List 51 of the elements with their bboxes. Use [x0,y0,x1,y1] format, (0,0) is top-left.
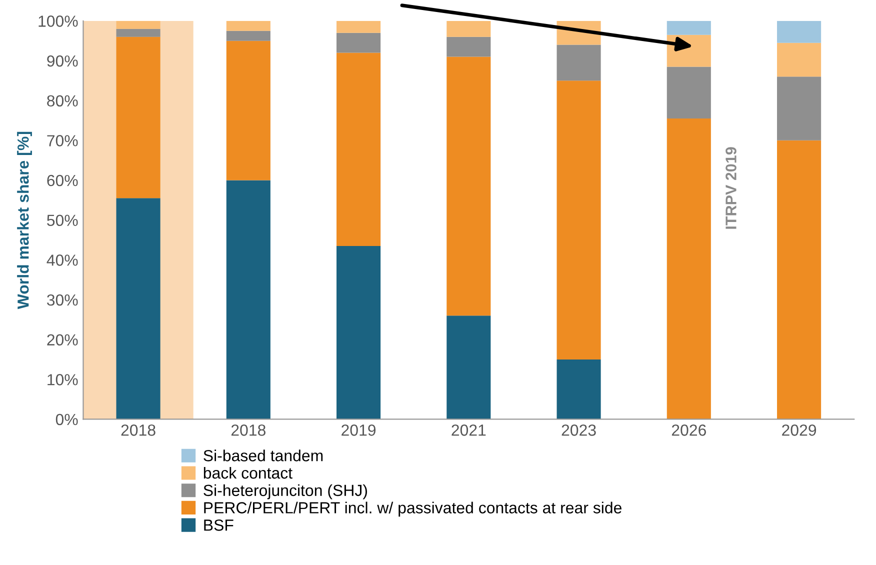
bar [226,30,270,41]
bar [446,20,491,37]
legend-label: BSF [204,520,234,531]
y-tick-label: 10% [48,374,78,386]
y-tick-label: 60% [47,174,78,186]
bar [666,118,711,420]
bar [777,20,822,43]
x-tick-label: 2019 [342,424,376,436]
bar [336,32,381,53]
x-tick-label: 2029 [782,424,816,436]
y-tick-label: 20% [47,334,78,346]
legend-label: Si-heterojunciton (SHJ) [204,484,367,500]
x-tick-label: 2021 [452,424,486,436]
legend-label: PERC/PERL/PERT incl. w/ passivated contacts at rear side [204,502,622,517]
y-tick-label: 50% [47,214,78,226]
x-tick-label: 2026 [672,424,706,436]
bar [116,28,160,37]
bar [226,20,270,31]
legend-label: back contact [204,466,292,479]
y-tick-label: 90% [47,55,78,67]
y-tick-label: 30% [47,294,78,306]
annotation: ITRPV 2019 [726,147,736,229]
y-tick-label: 40% [46,254,78,266]
y-tick-label: 70% [47,135,78,146]
bar [336,20,381,33]
bar [336,52,381,246]
bar [666,66,711,118]
bar [556,44,601,81]
bar [666,20,711,35]
bar [116,20,160,29]
y-axis-title: World market share [%] [17,132,32,310]
y-tick-label: 0% [56,414,78,426]
y-tick-label: 80% [47,95,78,107]
bar [116,36,160,198]
bar [777,42,822,77]
x-tick-label: 2018 [231,424,266,436]
x-tick-label: 2023 [562,424,596,436]
x-tick-label: 2018 [121,424,156,436]
bar [336,246,381,420]
bar [446,56,491,316]
bar [777,76,822,140]
bar [556,359,601,420]
bar [556,80,601,360]
bar [446,36,491,57]
bar [777,140,822,420]
bar [116,198,160,420]
bar [226,180,270,420]
bar [446,316,491,420]
legend-label: Si-based tandem [204,450,323,462]
bar [226,40,270,180]
y-tick-label: 100% [38,16,78,27]
